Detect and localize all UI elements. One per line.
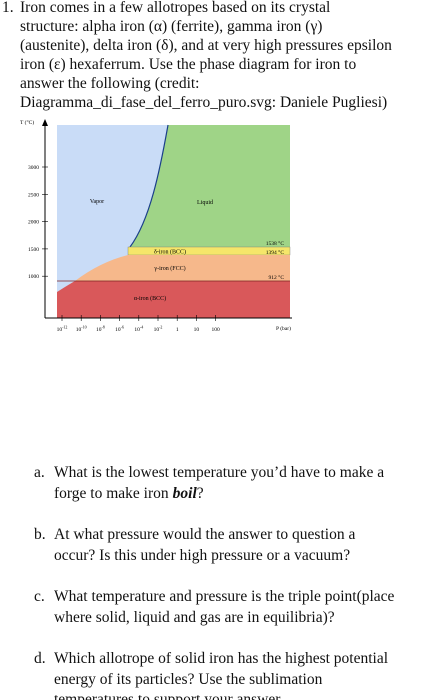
- tick-exponent: -4: [140, 325, 143, 330]
- y-tick-label: 1000: [28, 274, 39, 280]
- x-tick-label: 10-8: [96, 325, 105, 334]
- question-line: temperatures to support your answer.: [54, 691, 284, 700]
- question-label: d.: [34, 650, 46, 667]
- y-tick-label: 2000: [28, 220, 39, 226]
- liquid-region: [130, 125, 290, 247]
- question-line: At what pressure would the answer to que…: [54, 526, 356, 543]
- gamma-region: [75, 255, 290, 281]
- tick-base: 10: [76, 327, 82, 333]
- tick-exponent: -8: [101, 325, 104, 330]
- y-tick-label: 1500: [28, 247, 39, 253]
- emphasis: boil: [172, 484, 197, 502]
- question-line: energy of its particles? Use the sublima…: [54, 670, 323, 688]
- x-tick-label: 10: [194, 327, 200, 333]
- tick-base: 10: [194, 327, 200, 333]
- x-tick-label: 10-12: [57, 325, 68, 334]
- temperature-label: 912 °C: [269, 274, 285, 281]
- intro-line: Iron comes in a few allotropes based on …: [20, 0, 331, 16]
- x-tick-label: 10-2: [154, 325, 163, 334]
- tick-exponent: -10: [81, 325, 86, 330]
- question-label: b.: [34, 526, 46, 543]
- temperature-label: 1394 °C: [266, 249, 285, 256]
- tick-base: 100: [211, 327, 220, 333]
- temperature-label: 1538 °C: [266, 240, 285, 247]
- intro-line: iron (ε) hexaferrum. Use the phase diagr…: [20, 56, 357, 73]
- question-label: c.: [34, 588, 45, 605]
- question-line: forge to make iron boil?: [54, 484, 204, 502]
- alpha-region: [57, 281, 290, 318]
- punctuation: ?: [196, 484, 204, 502]
- x-axis-label: P (bar): [276, 325, 291, 332]
- tick-exponent: -6: [121, 325, 124, 330]
- tick-base: 1: [176, 327, 179, 333]
- question-line: What temperature and pressure is the tri…: [54, 588, 395, 605]
- tick-base: 10: [115, 327, 121, 333]
- intro-line: answer the following (credit:: [20, 75, 200, 92]
- x-tick-label: 100: [211, 327, 220, 333]
- boundary: [129, 124, 169, 248]
- y-tick-label: 3000: [28, 165, 39, 171]
- region-label: α-iron (BCC): [134, 295, 166, 302]
- tick-exponent: -12: [62, 325, 67, 330]
- intro-line: Diagramma_di_fase_del_ferro_puro.svg: Da…: [20, 94, 388, 111]
- question-label: a.: [34, 464, 45, 481]
- region-label: Liquid: [197, 200, 213, 206]
- region-label: γ-iron (FCC): [153, 265, 185, 272]
- y-tick-label: 2500: [28, 192, 39, 198]
- x-tick-label: 10-10: [76, 325, 87, 334]
- intro-line: structure: alpha iron (α) (ferrite), gam…: [20, 18, 323, 35]
- question-line: where solid, liquid and gas are in equil…: [54, 608, 335, 626]
- x-tick-label: 1: [176, 327, 179, 333]
- tick-base: 10: [96, 327, 102, 333]
- question-line: What is the lowest temperature you’d hav…: [54, 464, 385, 481]
- tick-base: 10: [57, 327, 63, 333]
- tick-base: 10: [154, 327, 160, 333]
- intro-line: (austenite), delta iron (δ), and at very…: [20, 37, 392, 54]
- region-label: Vapor: [90, 199, 104, 205]
- tick-exponent: -2: [159, 325, 162, 330]
- question-line: occur? Is this under high pressure or a …: [54, 546, 351, 564]
- x-tick-label: 10-4: [134, 325, 143, 334]
- tick-base: 10: [134, 327, 140, 333]
- y-axis-label: T (°C): [20, 119, 34, 126]
- arrow: [42, 119, 48, 126]
- question-number: 1.: [2, 0, 14, 16]
- question-line: Which allotrope of solid iron has the hi…: [54, 650, 389, 667]
- region-label: δ-iron (BCC): [154, 249, 186, 256]
- x-tick-label: 10-6: [115, 325, 124, 334]
